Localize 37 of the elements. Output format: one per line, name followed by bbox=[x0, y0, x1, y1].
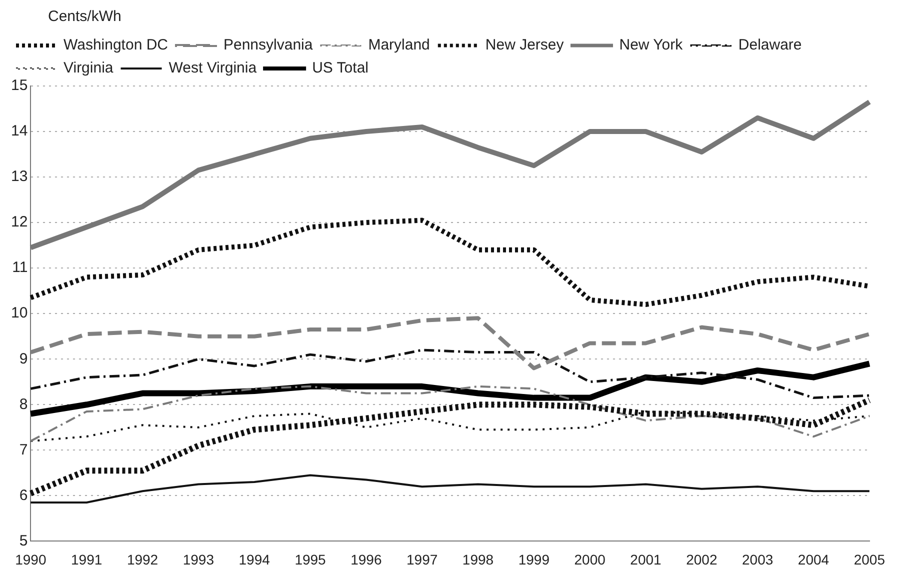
y-tick-label: 11 bbox=[12, 259, 28, 276]
legend-label: New York bbox=[619, 36, 684, 54]
y-tick-label: 8 bbox=[19, 396, 28, 413]
x-tick-label: 2004 bbox=[798, 551, 830, 568]
x-tick-label: 1991 bbox=[71, 551, 102, 568]
y-axis-title: Cents/kWh bbox=[48, 8, 122, 25]
x-tick-label: 1998 bbox=[462, 551, 494, 568]
legend-label: Washington DC bbox=[64, 36, 168, 54]
x-tick-label: 1995 bbox=[294, 551, 326, 568]
x-tick-label: 2000 bbox=[574, 551, 606, 568]
y-tick-label: 13 bbox=[10, 168, 28, 186]
legend-label: Pennsylvania bbox=[223, 36, 314, 54]
y-tick-label: 14 bbox=[10, 122, 28, 140]
legend-label: Maryland bbox=[368, 36, 430, 54]
y-tick-label: 10 bbox=[10, 304, 28, 322]
y-tick-label: 9 bbox=[19, 350, 28, 368]
y-tick-label: 6 bbox=[19, 486, 28, 504]
x-tick-label: 1990 bbox=[15, 551, 46, 568]
x-tick-label: 1992 bbox=[126, 551, 158, 568]
y-tick-label: 7 bbox=[19, 441, 28, 458]
x-tick-label: 1997 bbox=[406, 551, 438, 568]
y-tick-label: 5 bbox=[19, 532, 28, 550]
x-tick-label: 1996 bbox=[350, 551, 382, 568]
legend-label: New Jersey bbox=[485, 36, 564, 54]
y-tick-label: 12 bbox=[10, 214, 28, 231]
legend-label: West Virginia bbox=[168, 60, 258, 77]
x-tick-label: 2001 bbox=[630, 551, 662, 568]
x-tick-label: 2003 bbox=[742, 551, 774, 568]
legend-label: Virginia bbox=[64, 60, 114, 77]
legend-label: Delaware bbox=[738, 36, 802, 54]
y-tick-label: 15 bbox=[10, 77, 28, 94]
x-tick-label: 1999 bbox=[518, 551, 550, 568]
legend-label: US Total bbox=[312, 60, 368, 77]
x-tick-label: 1993 bbox=[182, 551, 214, 568]
x-tick-label: 1994 bbox=[238, 551, 270, 568]
x-tick-label: 2005 bbox=[854, 551, 886, 568]
x-tick-label: 2002 bbox=[686, 551, 718, 568]
